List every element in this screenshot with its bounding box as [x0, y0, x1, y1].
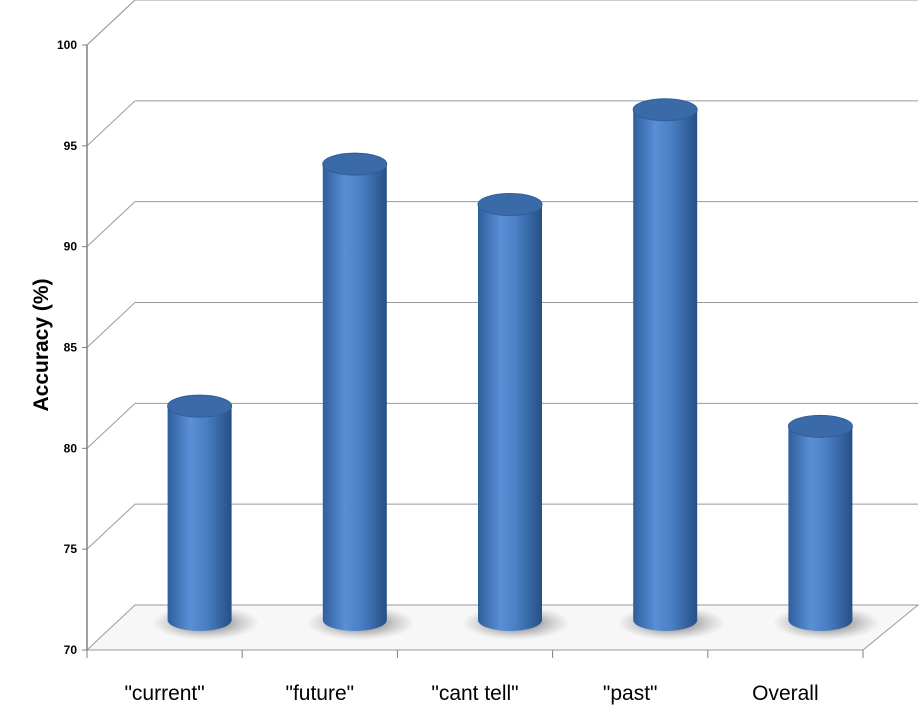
y-tick-label: 70: [64, 643, 78, 657]
gridline-diagonal: [86, 302, 136, 348]
y-tick-label: 80: [64, 441, 78, 455]
gridline-diagonal: [86, 201, 136, 248]
y-tick-label: 100: [57, 38, 77, 52]
gridline-diagonal: [86, 503, 136, 550]
wall-edge: [86, 0, 136, 46]
y-tick-label: 75: [64, 542, 78, 556]
bar-top: [632, 98, 698, 122]
x-tick-label: "future": [285, 682, 354, 705]
gridline-diagonal: [86, 402, 136, 449]
x-tick-label: "past": [603, 682, 658, 705]
bars: [151, 98, 881, 640]
labels: 70 75 80 85 90 95 100 Accuracy (%) "current" "fut…: [30, 38, 819, 705]
x-tick-label: "current": [124, 682, 204, 705]
bar-cylinder: [306, 152, 415, 640]
y-tick-label: 90: [64, 240, 78, 254]
bar-body: [633, 109, 698, 632]
bar-body: [322, 164, 387, 632]
bar-top: [322, 152, 388, 176]
bar-cylinder: [151, 394, 260, 640]
bar-top: [167, 394, 233, 418]
x-tick-label: "cant tell": [431, 682, 518, 705]
axes: [82, 0, 864, 658]
gridline-diagonal: [86, 100, 136, 147]
y-tick-label: 85: [64, 341, 78, 355]
x-tick-label: Overall: [752, 682, 819, 705]
y-tick-label: 95: [64, 139, 78, 153]
bar-top: [477, 193, 543, 216]
bar-body: [478, 204, 542, 631]
bar-cylinder: [462, 193, 570, 640]
bar-cylinder: [772, 414, 881, 640]
y-axis-title: Accuracy (%): [30, 278, 53, 411]
bar-top: [787, 414, 853, 438]
bar-cylinder: [617, 98, 726, 640]
bar-body: [167, 406, 232, 632]
bar-body: [788, 426, 853, 632]
